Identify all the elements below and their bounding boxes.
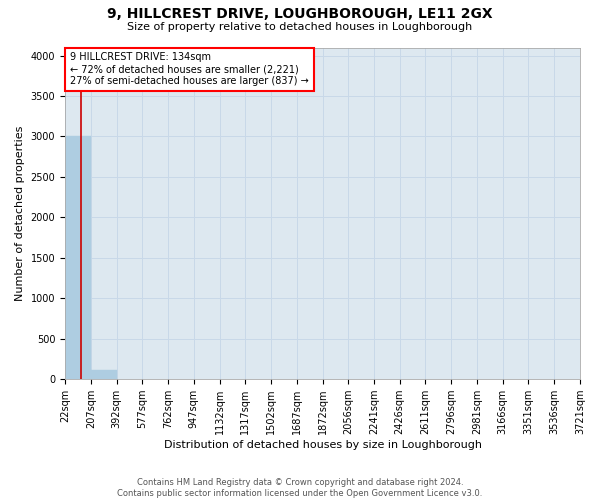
Text: Contains HM Land Registry data © Crown copyright and database right 2024.
Contai: Contains HM Land Registry data © Crown c…	[118, 478, 482, 498]
Bar	[65, 136, 91, 379]
Y-axis label: Number of detached properties: Number of detached properties	[15, 126, 25, 301]
Text: Size of property relative to detached houses in Loughborough: Size of property relative to detached ho…	[127, 22, 473, 32]
Text: 9, HILLCREST DRIVE, LOUGHBOROUGH, LE11 2GX: 9, HILLCREST DRIVE, LOUGHBOROUGH, LE11 2…	[107, 8, 493, 22]
X-axis label: Distribution of detached houses by size in Loughborough: Distribution of detached houses by size …	[164, 440, 482, 450]
Bar	[91, 370, 116, 379]
Text: 9 HILLCREST DRIVE: 134sqm
← 72% of detached houses are smaller (2,221)
27% of se: 9 HILLCREST DRIVE: 134sqm ← 72% of detac…	[70, 52, 309, 86]
